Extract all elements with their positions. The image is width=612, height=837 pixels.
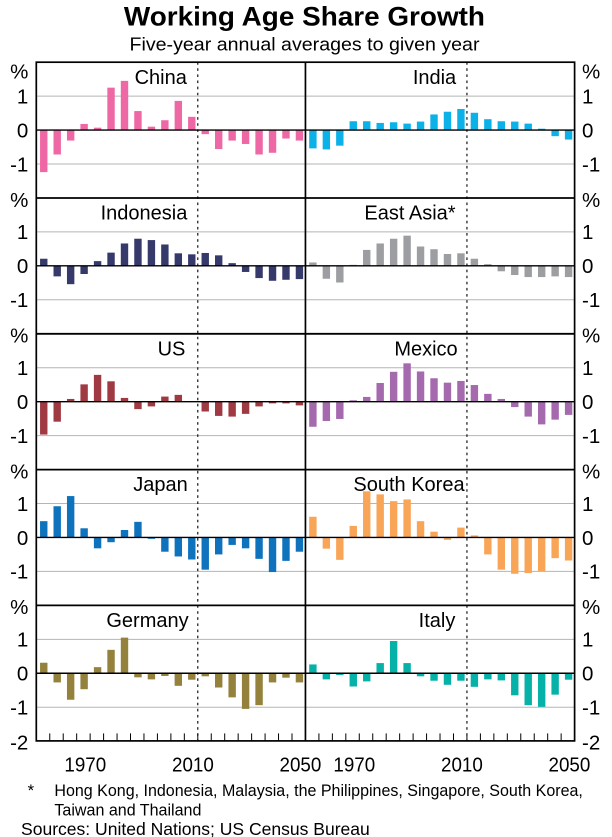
- svg-text:1970: 1970: [64, 753, 106, 776]
- svg-text:-1: -1: [582, 561, 600, 584]
- svg-text:Germany: Germany: [106, 610, 188, 632]
- svg-text:1: 1: [582, 493, 593, 516]
- svg-text:0: 0: [17, 119, 28, 142]
- svg-text:2050: 2050: [549, 753, 591, 776]
- svg-text:-2: -2: [582, 732, 600, 755]
- svg-text:-1: -1: [10, 153, 28, 176]
- svg-text:0: 0: [17, 527, 28, 550]
- svg-text:-1: -1: [10, 425, 28, 448]
- svg-text:-1: -1: [10, 696, 28, 719]
- svg-text:%: %: [582, 189, 600, 212]
- svg-text:1: 1: [17, 221, 28, 244]
- svg-text:Hong Kong, Indonesia, Malaysia: Hong Kong, Indonesia, Malaysia, the Phil…: [54, 781, 583, 800]
- svg-text:2010: 2010: [172, 753, 214, 776]
- svg-text:Sources: United Nations; US Ce: Sources: United Nations; US Census Burea…: [21, 819, 370, 837]
- svg-text:1: 1: [17, 357, 28, 380]
- svg-text:%: %: [582, 325, 600, 348]
- svg-text:%: %: [582, 460, 600, 483]
- svg-text:%: %: [10, 460, 28, 483]
- svg-text:India: India: [413, 67, 457, 89]
- svg-text:1: 1: [17, 85, 28, 108]
- svg-text:1: 1: [17, 629, 28, 652]
- svg-text:Taiwan and Thailand: Taiwan and Thailand: [54, 800, 201, 819]
- svg-text:0: 0: [582, 527, 593, 550]
- svg-text:Five-year annual averages to g: Five-year annual averages to given year: [130, 33, 480, 54]
- svg-text:2010: 2010: [441, 753, 483, 776]
- svg-text:0: 0: [582, 663, 593, 686]
- svg-text:2050: 2050: [280, 753, 322, 776]
- svg-text:Italy: Italy: [419, 610, 456, 632]
- svg-text:%: %: [10, 325, 28, 348]
- svg-text:Mexico: Mexico: [394, 338, 457, 360]
- svg-text:%: %: [10, 189, 28, 212]
- svg-text:1970: 1970: [333, 753, 375, 776]
- svg-text:-2: -2: [10, 732, 28, 755]
- svg-text:-1: -1: [582, 696, 600, 719]
- svg-text:-1: -1: [10, 561, 28, 584]
- svg-text:-1: -1: [582, 153, 600, 176]
- svg-text:Working Age Share Growth: Working Age Share Growth: [124, 1, 485, 31]
- svg-text:0: 0: [582, 255, 593, 278]
- svg-text:%: %: [10, 60, 28, 83]
- svg-text:Japan: Japan: [133, 474, 188, 496]
- svg-text:1: 1: [582, 357, 593, 380]
- svg-text:US: US: [158, 338, 186, 360]
- svg-text:0: 0: [17, 663, 28, 686]
- svg-text:0: 0: [582, 391, 593, 414]
- svg-text:-1: -1: [582, 425, 600, 448]
- svg-text:0: 0: [17, 391, 28, 414]
- svg-text:1: 1: [582, 221, 593, 244]
- svg-text:%: %: [582, 596, 600, 619]
- svg-text:East Asia*: East Asia*: [364, 203, 455, 225]
- svg-text:0: 0: [582, 119, 593, 142]
- svg-text:1: 1: [17, 493, 28, 516]
- svg-text:China: China: [135, 67, 188, 89]
- svg-text:Indonesia: Indonesia: [101, 203, 189, 225]
- svg-text:South Korea: South Korea: [353, 474, 465, 496]
- svg-text:-1: -1: [10, 289, 28, 312]
- svg-text:%: %: [10, 596, 28, 619]
- svg-text:1: 1: [582, 629, 593, 652]
- svg-text:-1: -1: [582, 289, 600, 312]
- svg-text:0: 0: [17, 255, 28, 278]
- svg-text:1: 1: [582, 85, 593, 108]
- svg-text:*: *: [28, 781, 35, 800]
- svg-text:%: %: [582, 60, 600, 83]
